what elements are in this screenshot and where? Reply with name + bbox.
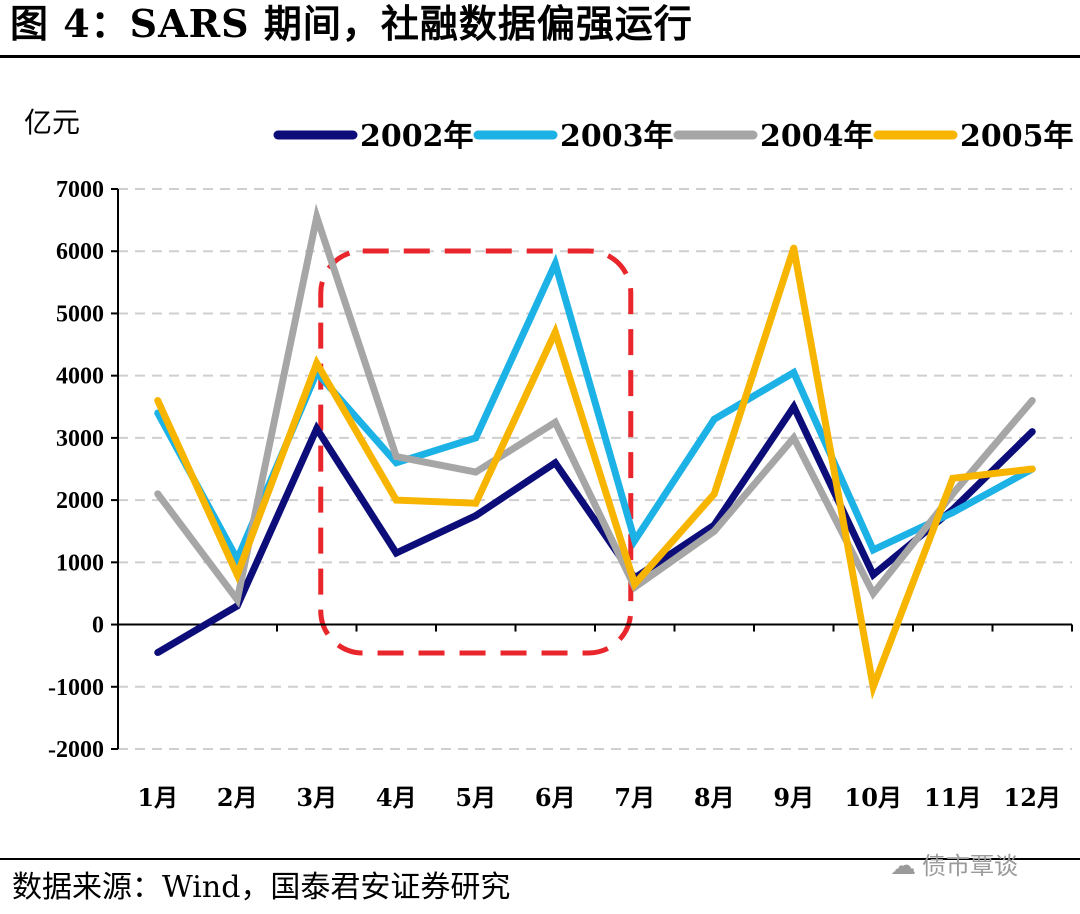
data-point [949,474,957,482]
x-tick-label: 7月 [614,783,655,812]
series-line-2004年 [154,203,1035,608]
data-point [790,434,798,442]
legend-label: 2004年 [760,119,874,154]
data-point [790,244,798,252]
y-tick-label: 6000 [56,239,104,265]
watermark-text: 债市覃谈 [922,852,1018,880]
x-tick-label: 4月 [376,783,417,812]
x-tick-label: 10月 [845,783,902,812]
data-point [313,213,321,221]
data-point [154,649,162,657]
watermark: ☁ 债市覃谈 [890,846,1018,886]
y-tick-label: 4000 [56,364,104,390]
data-point [551,418,559,426]
data-point [472,512,480,520]
data-point [313,359,321,367]
title-divider [0,55,1080,58]
data-point [392,459,400,467]
data-point [233,571,241,579]
x-tick-label: 8月 [694,783,735,812]
legend-label: 2003年 [560,119,674,154]
y-tick-label: 3000 [56,426,104,452]
x-tick-label: 9月 [773,783,814,812]
data-point [631,537,639,545]
data-point [1028,428,1036,436]
data-point [233,596,241,604]
data-point [1028,465,1036,473]
data-point [869,589,877,597]
data-point [869,683,877,691]
legend-label: 2002年 [360,119,474,154]
data-point [869,546,877,554]
wechat-icon: ☁ [890,851,916,881]
data-point [790,369,798,377]
data-point [392,453,400,461]
series-line-2002年 [155,399,1035,656]
annotation-layer [318,248,634,656]
y-tick-label: 5000 [56,301,104,327]
data-point [154,397,162,405]
data-point [313,425,321,433]
data-point [710,490,718,498]
y-tick-label: -1000 [48,675,104,701]
gridlines [118,188,1072,750]
y-axis-unit: 亿元 [24,106,80,139]
axes: 7000 6000 5000 4000 3000 2000 1000 0 -1000 -2000 1… [48,177,1073,812]
series-lines [154,203,1036,700]
sars-period-highlight-box [318,248,634,656]
data-point [710,415,718,423]
data-point [790,403,798,411]
x-tick-label: 12月 [1004,783,1061,812]
data-point [472,468,480,476]
y-tick-label: 1000 [56,550,104,576]
x-tick-label: 1月 [137,783,178,812]
data-point [869,571,877,579]
y-tick-label: 2000 [56,488,104,514]
data-point [949,509,957,517]
data-point [551,260,559,268]
data-point [392,549,400,557]
data-point [472,499,480,507]
series-line-2005年 [154,247,1033,700]
y-tick-label: 0 [92,613,104,639]
x-tick-label: 2月 [217,783,258,812]
line-chart: 7000 6000 5000 4000 3000 2000 1000 0 -1000 -2000 1… [24,106,1074,812]
x-tick-label: 5月 [455,783,496,812]
x-tick-label: 6月 [535,783,576,812]
data-point [392,496,400,504]
footer-divider [0,858,1080,860]
data-point [551,328,559,336]
legend-label: 2005年 [960,119,1074,154]
data-point [154,490,162,498]
data-source: 数据来源：Wind，国泰君安证券研究 [12,870,511,905]
data-point [472,434,480,442]
y-tick-label: 7000 [56,177,104,203]
x-tick-label: 11月 [924,783,981,812]
chart-title: 图 4：SARS 期间，社融数据偏强运行 [10,1,693,46]
data-point [1028,397,1036,405]
data-point [710,527,718,535]
x-tick-label: 3月 [296,783,337,812]
data-point [551,459,559,467]
legend: 2002年 2003年 2004年 2005年 [273,119,1074,154]
y-tick-label: -2000 [48,737,104,763]
data-point [631,580,639,588]
